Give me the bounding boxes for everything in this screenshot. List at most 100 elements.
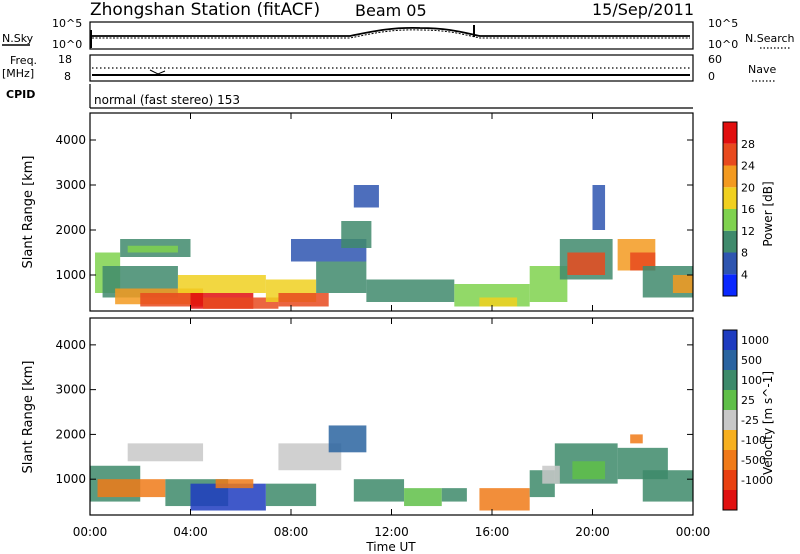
data-patch [328, 425, 367, 453]
data-patch [97, 479, 166, 498]
colorbar-tick-label: 100 [741, 374, 762, 387]
colorbar-tick-label: -1000 [741, 474, 773, 487]
data-patch [479, 297, 518, 307]
colorbar-cell [723, 430, 737, 450]
colorbar-tick-label: 16 [741, 203, 755, 216]
colorbar-cell [723, 209, 737, 231]
data-patch [542, 465, 560, 484]
nsky-tick-bottom: 10^0 [52, 38, 82, 51]
x-tick-label: 04:00 [173, 525, 208, 539]
nsky-label: N.Sky [2, 32, 34, 45]
y-tick-label: 2000 [55, 223, 86, 237]
velocity-heatmap [90, 425, 693, 511]
power-colorbar-label: Power [dB] [761, 181, 775, 246]
power-heatmap [95, 185, 693, 309]
colorbar-cell [723, 450, 737, 470]
cpid-label: CPID [6, 88, 35, 101]
freq-tick-bottom: 8 [64, 70, 71, 83]
y-tick-label: 2000 [55, 427, 86, 441]
colorbar-tick-label: -100 [741, 434, 766, 447]
colorbar-cell [723, 370, 737, 390]
y-tick-label: 4000 [55, 133, 86, 147]
colorbar-tick-label: 8 [741, 247, 748, 260]
y-tick-label: 1000 [55, 472, 86, 486]
freq-panel [89, 54, 694, 82]
x-tick-label: 16:00 [475, 525, 510, 539]
data-patch [140, 293, 204, 307]
colorbar-cell [723, 274, 737, 296]
nave-tick-top: 60 [708, 53, 722, 66]
x-tick-label: 00:00 [676, 525, 711, 539]
velocity-colorbar-label: Velocity [m s^-1] [761, 371, 775, 475]
data-patch [366, 279, 455, 302]
colorbar-cell [723, 252, 737, 275]
data-patch [592, 185, 606, 230]
freq-label-2: [MHz] [2, 67, 34, 80]
station-title: Zhongshan Station (fitACF) [90, 0, 320, 20]
x-tick-label: 08:00 [274, 525, 309, 539]
x-tick-label: 20:00 [575, 525, 610, 539]
colorbar-tick-label: 28 [741, 138, 755, 151]
colorbar-cell [723, 330, 737, 350]
colorbar-cell [723, 143, 737, 166]
data-patch [215, 479, 254, 489]
data-patch [177, 275, 266, 293]
beam-label: Beam 05 [355, 1, 427, 20]
data-patch [479, 488, 530, 511]
nsky-trace [92, 26, 690, 37]
data-patch [572, 461, 606, 480]
colorbar-cell [723, 490, 737, 510]
data-patch [567, 252, 606, 275]
colorbar-cell [723, 390, 737, 410]
colorbar-tick-label: 24 [741, 160, 755, 173]
colorbar-tick-label: 500 [741, 354, 762, 367]
data-patch [404, 488, 442, 507]
data-patch [316, 261, 367, 293]
colorbar-cell [723, 410, 737, 430]
data-patch [127, 443, 204, 462]
date-label: 15/Sep/2011 [592, 0, 694, 19]
y-tick-label: 3000 [55, 383, 86, 397]
data-patch [672, 275, 693, 293]
colorbar-cell [723, 470, 737, 490]
data-patch [127, 245, 178, 253]
colorbar-tick-label: 12 [741, 225, 755, 238]
data-patch [630, 434, 643, 444]
nave-label: Nave [748, 63, 776, 76]
colorbar-cell [723, 230, 737, 253]
velocity-ylabel: Slant Range [km] [21, 361, 36, 474]
colorbar-tick-label: 20 [741, 181, 755, 194]
nsky-tick-top: 10^5 [52, 17, 82, 30]
colorbar-cell [723, 187, 737, 209]
freq-tick-top: 18 [58, 53, 72, 66]
colorbar-frame [722, 329, 738, 511]
data-patch [353, 185, 379, 208]
colorbar-tick-label: -500 [741, 454, 766, 467]
data-patch [265, 483, 317, 507]
colorbar-tick-label: 25 [741, 394, 755, 407]
data-patch [341, 221, 372, 248]
colorbar-frame [722, 121, 738, 297]
colorbar-tick-label: 1000 [741, 334, 769, 347]
time-axis: 00:00 04:00 08:00 12:00 16:00 20:00 00:00 [73, 113, 711, 539]
velocity-colorbar: 1000 500 100 25 -25 -100 -500 -1000 [722, 329, 773, 511]
colorbar-cell [723, 165, 737, 188]
x-tick-label: 12:00 [374, 525, 409, 539]
data-patch [441, 488, 467, 502]
power-axes: 1000 2000 3000 4000 [55, 133, 693, 282]
colorbar-tick-label: -25 [741, 414, 759, 427]
velocity-axes: 1000 2000 3000 4000 [55, 338, 693, 486]
x-axis-label: Time UT [365, 540, 416, 554]
colorbar-cell [723, 122, 737, 144]
power-colorbar: 4 8 12 16 20 24 28 [722, 121, 755, 297]
colorbar-cell [723, 350, 737, 370]
colorbar-tick-label: 4 [741, 268, 748, 281]
nave-tick-bottom: 0 [708, 70, 715, 83]
nsearch-label: N.Search [745, 32, 795, 45]
nsearch-tick-top: 10^5 [708, 17, 738, 30]
data-patch [642, 470, 693, 502]
x-tick-label: 00:00 [73, 525, 108, 539]
data-patch [203, 297, 279, 309]
nsearch-trace [92, 29, 690, 39]
